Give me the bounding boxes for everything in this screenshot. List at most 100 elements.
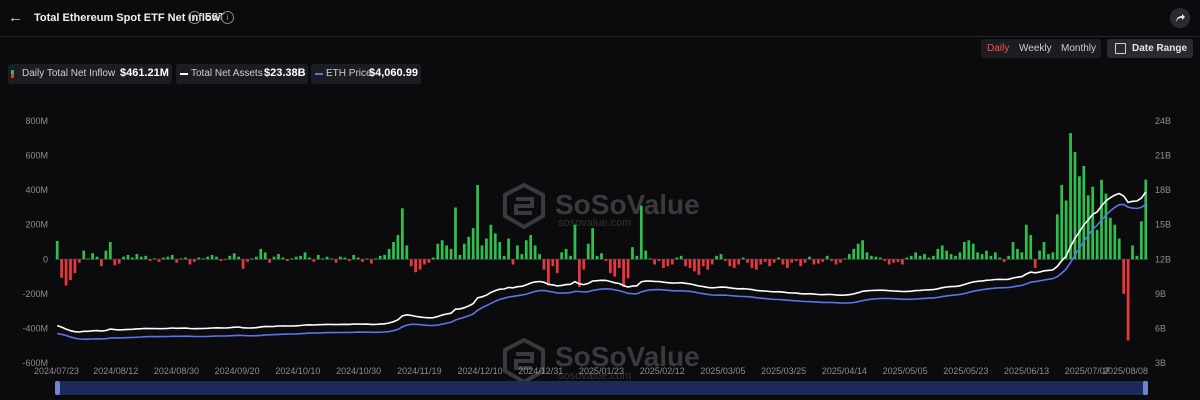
inflow-bar [608,259,612,274]
inflow-bar [1064,200,1068,260]
range-handle-left[interactable] [55,381,60,395]
inflow-bar [1144,179,1148,260]
inflow-bar [343,257,347,260]
inflow-bar [95,256,99,260]
inflow-bar [352,254,356,260]
inflow-bar [980,254,984,260]
info-icon[interactable]: i [188,11,201,24]
tab-monthly[interactable]: Monthly [1061,43,1097,54]
inflow-bar [781,259,785,265]
legend-swatch-negative [11,74,14,78]
inflow-bar [193,259,196,262]
inflow-bar [104,250,108,260]
inflow-bar [175,259,179,263]
period-switcher: Daily Weekly Monthly [981,39,1101,58]
inflow-chart[interactable]: SoSoValue sosovalue.com SoSoValue sosova… [0,100,1200,400]
inflow-bar [772,259,776,263]
inflow-bar [144,255,148,260]
inflow-bar [511,259,515,265]
watermark-text: SoSoValue [555,189,700,220]
inflow-bar [803,259,807,263]
inflow-bar [670,259,674,265]
inflow-bar [1038,250,1041,260]
inflow-bar [878,257,882,260]
inflow-bar [86,258,90,260]
inflow-bar [812,259,816,265]
inflow-bar [1016,248,1019,260]
inflow-bar [1109,217,1112,260]
inflow-bar [91,253,94,260]
inflow-bar [219,259,223,262]
page-title: Total Ethereum Spot ETF Net Inflow [34,12,221,24]
inflow-bar [706,259,710,270]
inflow-bar [639,205,643,260]
inflow-bar [675,257,679,260]
inflow-bar [409,259,413,267]
inflow-bar [285,259,289,262]
legend-item-inflow[interactable]: Daily Total Net Inflow $461.21M [8,64,172,84]
inflow-bar [166,256,170,260]
x-tick-label: 2024/10/10 [275,366,320,376]
legend-swatch-net-assets [180,73,188,75]
inflow-bar [1020,252,1024,260]
inflow-bar [374,258,378,260]
watermark-logo [503,182,545,230]
inflow-bar [870,255,873,260]
range-handle-right[interactable] [1143,381,1148,395]
inflow-bar [480,245,484,260]
inflow-bar [967,240,971,260]
tab-daily[interactable]: Daily [987,43,1010,54]
date-range-button[interactable]: Date Range [1107,39,1193,58]
inflow-bar [308,257,311,260]
inflow-bar [569,255,572,260]
inflow-bar [1126,259,1130,341]
info-icon[interactable]: i [221,11,234,24]
legend-item-net-assets[interactable]: Total Net Assets $23.38B [176,64,308,84]
inflow-bar [896,259,900,262]
inflow-bar [887,259,891,265]
inflow-bar [370,259,373,264]
inflow-bar [321,258,325,260]
range-scrollbar[interactable] [55,381,1148,395]
tab-weekly[interactable]: Weekly [1019,43,1052,54]
inflow-bar [631,247,634,260]
inflow-bar [998,257,1002,260]
inflow-bar [940,245,944,260]
x-tick-label: 2024/12/10 [458,366,503,376]
inflow-bar [927,257,931,260]
inflow-bar [502,255,506,260]
inflow-bar [356,257,360,260]
y-right-tick-label: 6B [1155,323,1166,333]
y-right-tick-label: 12B [1155,254,1171,264]
legend-item-eth-price[interactable]: ETH Price $4,060.99 [311,64,421,84]
inflow-bar [100,259,103,267]
y-right-tick-label: 24B [1155,116,1171,126]
inflow-bar [657,259,661,262]
inflow-bar [82,250,86,260]
share-icon[interactable] [1170,8,1190,28]
inflow-bar [467,236,471,260]
inflow-bar [883,259,887,262]
inflow-bar [746,259,749,263]
inflow-bar [547,259,550,286]
inflow-bar [555,259,559,274]
x-tick-label: 2025/03/05 [700,366,745,376]
inflow-bar [401,208,404,260]
x-tick-label: 2025/05/05 [883,366,928,376]
inflow-bar [794,259,798,262]
inflow-bar [423,259,426,265]
x-tick-label: 2025/06/13 [1004,366,1049,376]
inflow-bar [485,238,488,260]
top-bar: ← Total Ethereum Spot ETF Net Inflow i E… [0,0,1200,37]
inflow-bar [861,240,864,260]
inflow-bar [339,256,342,260]
inflow-bar [73,259,77,274]
arrow-left-icon[interactable]: ← [8,9,23,26]
inflow-bar [259,248,263,260]
x-tick-label: 2025/01/23 [579,366,624,376]
inflow-bar [458,254,462,260]
inflow-bar [462,243,466,260]
inflow-bar [303,252,307,260]
inflow-bar [971,243,975,260]
inflow-bar [263,252,267,260]
